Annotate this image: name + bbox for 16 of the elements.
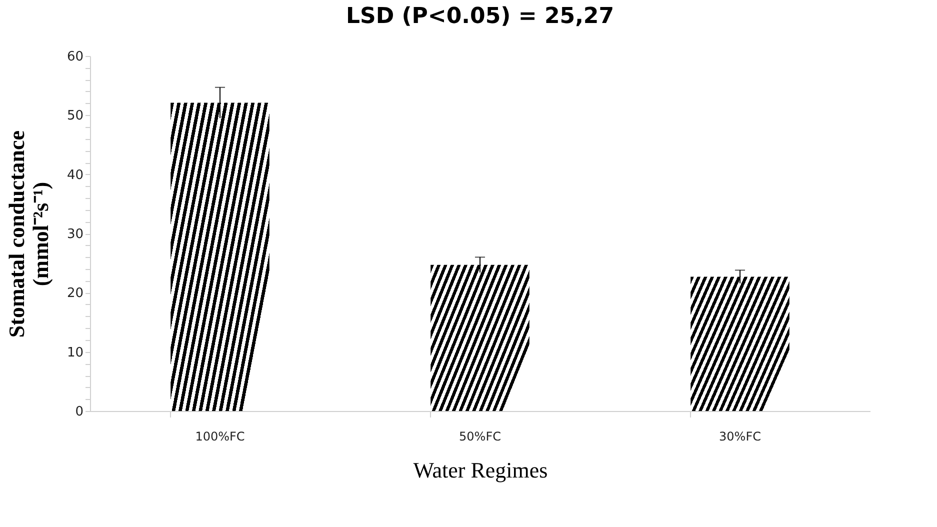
y-axis-title: Stomatal conductance (mmol⁻²s⁻¹): [4, 130, 53, 338]
bar: [430, 264, 530, 411]
y-tick-label: 30: [66, 227, 84, 242]
x-axis-title: Water Regimes: [413, 458, 548, 482]
y-tick-label: 20: [66, 286, 84, 302]
y-tick-label: 60: [66, 50, 84, 64]
x-tick-label: 30%FC: [719, 430, 761, 444]
y-tick-label: 10: [66, 345, 84, 360]
y-tick-label: 40: [66, 168, 84, 183]
x-tick-label: 50%FC: [459, 430, 501, 444]
chart-title: LSD (P<0.05) = 25,27: [346, 4, 614, 29]
y-tick-label: 50: [66, 108, 84, 124]
bar: [690, 276, 790, 411]
y-tick-label: 0: [75, 404, 84, 420]
x-tick-label: 100%FC: [195, 430, 245, 444]
bar: [170, 102, 270, 411]
